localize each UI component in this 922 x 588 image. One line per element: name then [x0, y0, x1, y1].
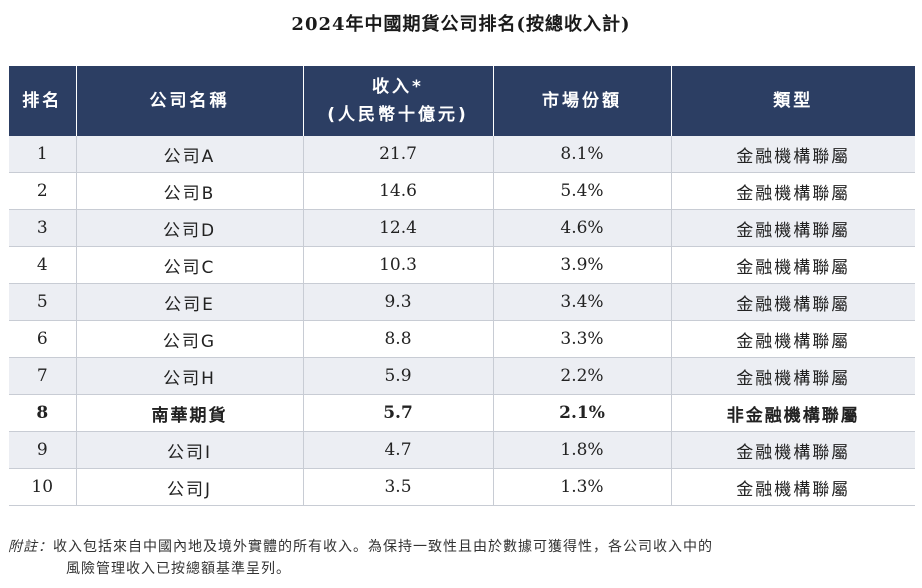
cell-revenue: 9.3	[302, 283, 493, 321]
page-title: 2024年中國期貨公司排名(按總收入計)	[291, 14, 631, 35]
cell-company: 南華期貨	[75, 394, 303, 432]
cell-company: 公司D	[75, 209, 303, 247]
table-header-row: 排名 公司名稱 收入* (人民幣十億元) 市場份額 類型	[9, 66, 915, 136]
cell-revenue: 14.6	[302, 172, 493, 210]
table-row: 7 公司H 5.9 2.2% 金融機構聯屬	[9, 357, 915, 395]
cell-type: 金融機構聯屬	[670, 468, 915, 506]
header-revenue: 收入* (人民幣十億元)	[302, 66, 493, 136]
ranking-table: 排名 公司名稱 收入* (人民幣十億元) 市場份額 類型 1 公司A 21.7 8.1…	[9, 66, 915, 506]
cell-revenue: 4.7	[302, 431, 493, 469]
cell-rank: 7	[9, 357, 76, 395]
table-row: 9 公司I 4.7 1.8% 金融機構聯屬	[9, 431, 915, 469]
cell-market-share: 5.4%	[492, 172, 671, 210]
header-company: 公司名稱	[75, 66, 303, 136]
cell-company: 公司I	[75, 431, 303, 469]
cell-company: 公司J	[75, 468, 303, 506]
cell-revenue: 3.5	[302, 468, 493, 506]
cell-market-share: 3.3%	[492, 320, 671, 358]
cell-company: 公司G	[75, 320, 303, 358]
header-revenue-line2: (人民幣十億元)	[327, 105, 469, 125]
cell-market-share: 3.4%	[492, 283, 671, 321]
footnote-line2: 風險管理收入已按總額基準呈列。	[66, 561, 291, 577]
table-row: 4 公司C 10.3 3.9% 金融機構聯屬	[9, 246, 915, 284]
cell-revenue: 5.7	[302, 394, 493, 432]
cell-revenue: 8.8	[302, 320, 493, 358]
cell-company: 公司E	[75, 283, 303, 321]
cell-market-share: 2.1%	[492, 394, 671, 432]
cell-rank: 2	[9, 172, 76, 210]
cell-type: 金融機構聯屬	[670, 320, 915, 358]
cell-type: 金融機構聯屬	[670, 283, 915, 321]
cell-type: 非金融機構聯屬	[670, 394, 915, 432]
footnote-label: 附註：	[8, 539, 53, 555]
table-row: 2 公司B 14.6 5.4% 金融機構聯屬	[9, 172, 915, 210]
cell-market-share: 4.6%	[492, 209, 671, 247]
cell-rank: 6	[9, 320, 76, 358]
cell-type: 金融機構聯屬	[670, 357, 915, 395]
header-type: 類型	[670, 66, 915, 136]
header-rank: 排名	[9, 66, 76, 136]
cell-market-share: 8.1%	[492, 136, 671, 173]
cell-type: 金融機構聯屬	[670, 431, 915, 469]
table-row: 8 南華期貨 5.7 2.1% 非金融機構聯屬	[9, 394, 915, 432]
cell-rank: 9	[9, 431, 76, 469]
cell-company: 公司H	[75, 357, 303, 395]
cell-revenue: 5.9	[302, 357, 493, 395]
cell-rank: 8	[9, 394, 76, 432]
cell-market-share: 3.9%	[492, 246, 671, 284]
table-row: 1 公司A 21.7 8.1% 金融機構聯屬	[9, 136, 915, 173]
cell-market-share: 1.3%	[492, 468, 671, 506]
cell-market-share: 2.2%	[492, 357, 671, 395]
table-row: 3 公司D 12.4 4.6% 金融機構聯屬	[9, 209, 915, 247]
cell-rank: 5	[9, 283, 76, 321]
footnote-line1: 收入包括來自中國內地及境外實體的所有收入。為保持一致性且由於數據可獲得性，各公司…	[53, 539, 713, 555]
cell-type: 金融機構聯屬	[670, 246, 915, 284]
cell-rank: 1	[9, 136, 76, 173]
cell-company: 公司C	[75, 246, 303, 284]
table-row: 5 公司E 9.3 3.4% 金融機構聯屬	[9, 283, 915, 321]
table-row: 10 公司J 3.5 1.3% 金融機構聯屬	[9, 468, 915, 506]
cell-rank: 4	[9, 246, 76, 284]
cell-company: 公司B	[75, 172, 303, 210]
cell-revenue: 21.7	[302, 136, 493, 173]
cell-type: 金融機構聯屬	[670, 136, 915, 173]
cell-company: 公司A	[75, 136, 303, 173]
cell-revenue: 12.4	[302, 209, 493, 247]
header-market-share: 市場份額	[492, 66, 671, 136]
header-revenue-line1: 收入*	[372, 77, 424, 97]
footnote: 附註：收入包括來自中國內地及境外實體的所有收入。為保持一致性且由於數據可獲得性，…	[8, 536, 918, 580]
cell-market-share: 1.8%	[492, 431, 671, 469]
cell-revenue: 10.3	[302, 246, 493, 284]
cell-rank: 10	[9, 468, 76, 506]
cell-type: 金融機構聯屬	[670, 172, 915, 210]
cell-rank: 3	[9, 209, 76, 247]
cell-type: 金融機構聯屬	[670, 209, 915, 247]
table-row: 6 公司G 8.8 3.3% 金融機構聯屬	[9, 320, 915, 358]
